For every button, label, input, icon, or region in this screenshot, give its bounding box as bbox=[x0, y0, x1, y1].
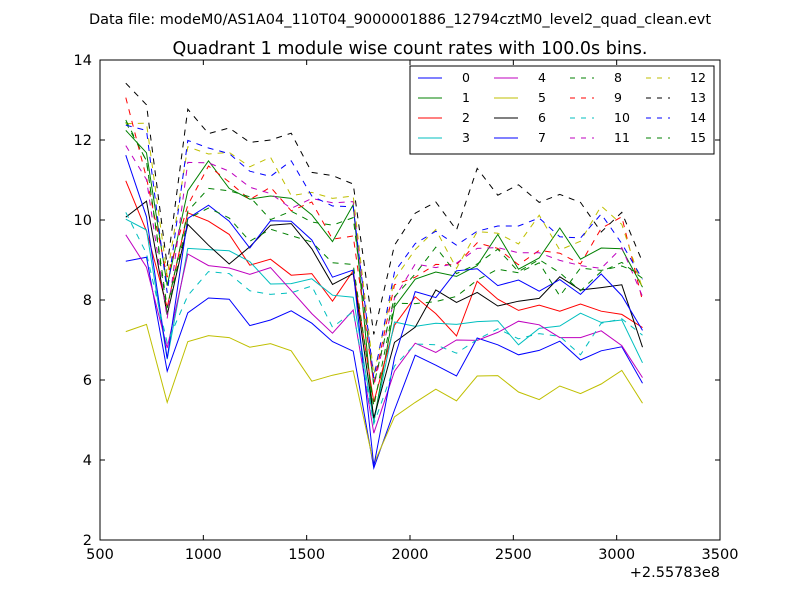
series-line-6 bbox=[125, 200, 643, 419]
legend-label-10: 10 bbox=[614, 110, 630, 125]
series-line-14 bbox=[125, 124, 643, 379]
legend-label-9: 9 bbox=[614, 90, 622, 105]
y-tick-label: 4 bbox=[83, 453, 92, 469]
legend-label-3: 3 bbox=[462, 130, 470, 145]
series-line-10 bbox=[125, 212, 643, 426]
x-tick-label: 2000 bbox=[392, 547, 429, 563]
series-line-1 bbox=[125, 130, 643, 423]
y-tick-label: 10 bbox=[74, 213, 92, 229]
chart-title: Quadrant 1 module wise count rates with … bbox=[173, 39, 648, 59]
x-tick-label: 500 bbox=[86, 547, 114, 563]
legend-box bbox=[409, 65, 715, 155]
y-tick-label: 2 bbox=[83, 533, 92, 549]
legend-label-11: 11 bbox=[614, 130, 630, 145]
series-line-4 bbox=[125, 234, 643, 434]
x-tick-label: 3000 bbox=[598, 547, 635, 563]
legend-label-6: 6 bbox=[538, 110, 546, 125]
legend-label-5: 5 bbox=[538, 90, 546, 105]
x-tick-label: 3500 bbox=[702, 547, 739, 563]
legend-label-15: 15 bbox=[690, 130, 706, 145]
legend-label-4: 4 bbox=[538, 70, 546, 85]
legend-label-7: 7 bbox=[538, 130, 546, 145]
plot-lines bbox=[125, 82, 643, 470]
series-line-2 bbox=[125, 180, 643, 403]
legend-label-13: 13 bbox=[690, 90, 706, 105]
figure-suptitle: Data file: modeM0/AS1A04_110T04_90000018… bbox=[89, 12, 711, 28]
series-line-8 bbox=[125, 122, 643, 407]
series-line-3 bbox=[125, 218, 643, 423]
y-tick-label: 8 bbox=[83, 293, 92, 309]
series-line-11 bbox=[125, 145, 643, 387]
series-line-7 bbox=[125, 155, 643, 467]
series-line-15 bbox=[125, 119, 643, 385]
y-tick-label: 12 bbox=[74, 133, 92, 149]
x-tick-label: 1000 bbox=[185, 547, 222, 563]
series-line-9 bbox=[125, 97, 643, 384]
legend-label-0: 0 bbox=[462, 70, 470, 85]
legend-label-2: 2 bbox=[462, 110, 470, 125]
series-line-12 bbox=[125, 122, 643, 375]
legend-label-12: 12 bbox=[690, 70, 706, 85]
series-line-0 bbox=[125, 256, 643, 470]
legend-label-8: 8 bbox=[614, 70, 622, 85]
y-tick-label: 14 bbox=[74, 53, 92, 69]
series-line-13 bbox=[125, 82, 643, 335]
legend-label-1: 1 bbox=[462, 90, 470, 105]
x-tick-label: 2500 bbox=[495, 547, 532, 563]
y-tick-label: 6 bbox=[83, 373, 92, 389]
x-axis-offset-label: +2.55783e8 bbox=[630, 565, 720, 581]
legend-label-14: 14 bbox=[690, 110, 706, 125]
series-line-5 bbox=[125, 323, 643, 466]
x-axis: 500 1000 1500 2000 2500 3000 3500 bbox=[86, 60, 738, 563]
x-tick-label: 1500 bbox=[288, 547, 325, 563]
